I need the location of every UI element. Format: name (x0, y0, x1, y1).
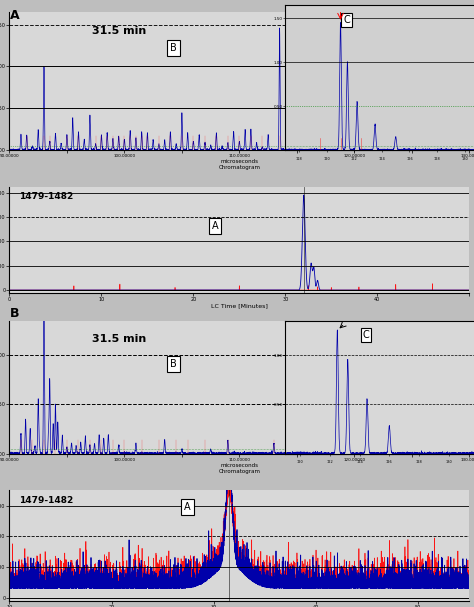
Text: /domena/server/public/Shared/steinven/MiniTof3-000002811723/wc/steinvert4: /domena/server/public/Shared/steinven/Mi… (285, 5, 412, 10)
Text: 1479-1482: 1479-1482 (18, 192, 73, 201)
Text: C: C (343, 15, 350, 25)
Text: /doma/server/public/Shared Spectra/steinven/MinTof_AutoBase-2008_03_07_13_54/Min: /doma/server/public/Shared Spectra/stein… (14, 314, 279, 318)
Text: A: A (184, 502, 191, 512)
X-axis label: microseconds
Chromatogram: microseconds Chromatogram (219, 160, 260, 171)
Text: A: A (212, 221, 219, 231)
X-axis label: microseconds
Chromatogram: microseconds Chromatogram (219, 463, 260, 474)
Text: 31.5 min: 31.5 min (92, 26, 146, 36)
Text: /domena/server/public/Shared Spectra/steinven/MiniTof_AutoSave-2008_03_14_17_30/: /domena/server/public/Shared Spectra/ste… (14, 5, 202, 10)
X-axis label: LC Time [Minutes]: LC Time [Minutes] (211, 303, 268, 308)
Text: 31.5 min: 31.5 min (92, 334, 146, 344)
Text: B: B (170, 42, 177, 53)
Text: C: C (363, 330, 369, 340)
Text: B: B (170, 359, 177, 369)
Text: A: A (9, 9, 19, 22)
Text: 1479-1482: 1479-1482 (18, 496, 73, 504)
Text: B: B (9, 307, 19, 319)
